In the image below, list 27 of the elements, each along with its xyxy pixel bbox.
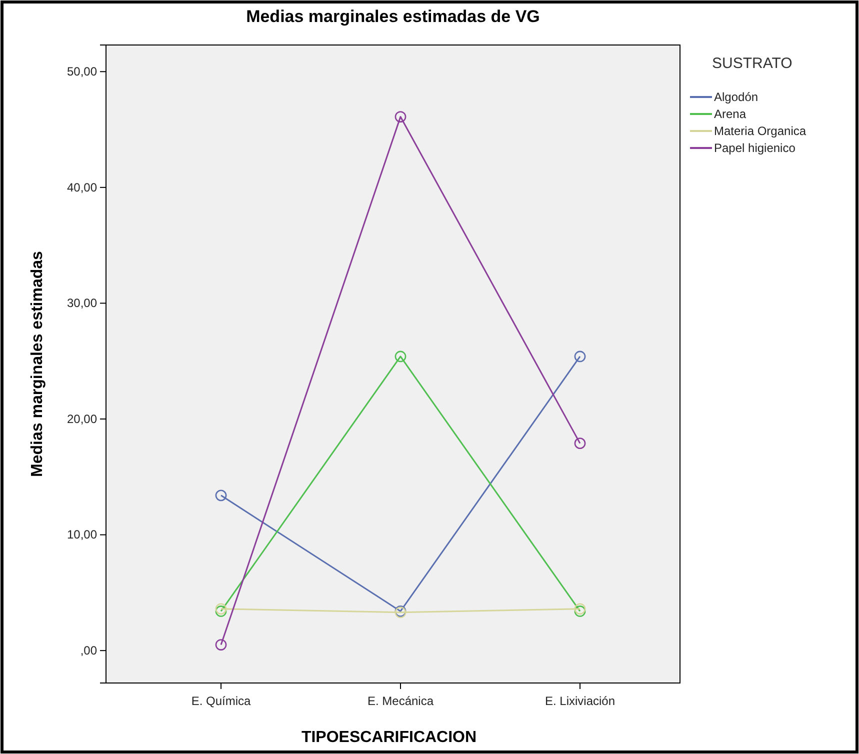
point <box>215 603 227 615</box>
point <box>215 490 227 502</box>
y-tick-label: ,00 <box>80 643 98 658</box>
point <box>574 603 586 615</box>
x-tick-label: E. Mecánica <box>367 694 434 708</box>
legend-label: Papel higienico <box>714 141 796 155</box>
y-axis-title: Medias marginales estimadas <box>29 250 46 477</box>
x-tick-label: E. Química <box>191 694 251 708</box>
chart-title: Medias marginales estimadas de VG <box>246 7 540 26</box>
y-tick-label: 40,00 <box>66 180 98 194</box>
x-axis-title: TIPOESCARIFICACION <box>301 729 477 746</box>
y-tick-label: 30,00 <box>66 296 98 310</box>
point <box>215 639 227 650</box>
y-tick-label: 10,00 <box>66 528 98 542</box>
point <box>394 350 406 362</box>
legend-label: Algodón <box>714 90 758 104</box>
point <box>574 438 586 449</box>
legend-title: SUSTRATO <box>712 55 792 72</box>
point <box>394 111 406 122</box>
point <box>574 350 586 362</box>
y-tick-label: 50,00 <box>66 64 98 78</box>
x-tick-label: E. Lixiviación <box>544 694 616 708</box>
point <box>215 606 227 617</box>
point <box>574 606 586 617</box>
legend-label: Arena <box>714 107 746 121</box>
legend-label: Materia Organica <box>714 124 806 138</box>
y-tick-label: 20,00 <box>66 412 98 426</box>
